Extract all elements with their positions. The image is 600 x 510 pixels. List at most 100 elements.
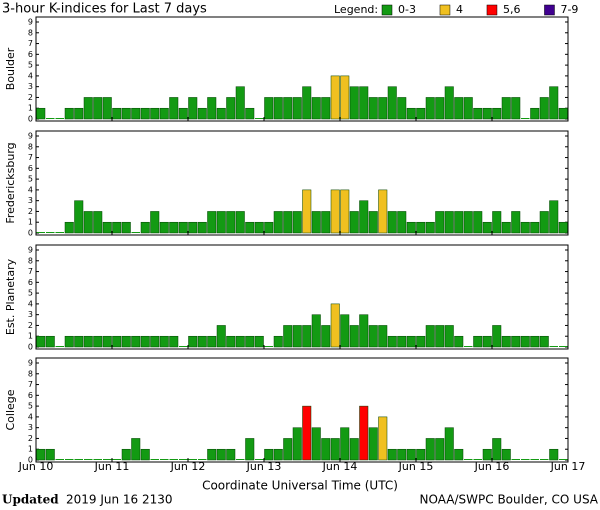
bar <box>292 427 302 461</box>
bar <box>74 459 83 460</box>
bar <box>501 448 511 461</box>
y-tick-label: 2 <box>28 321 33 330</box>
bar <box>340 75 350 120</box>
bar <box>416 335 426 348</box>
bar <box>121 448 131 461</box>
bar <box>150 211 160 234</box>
bar <box>302 405 312 461</box>
y-tick-label: 5 <box>28 175 33 184</box>
bar <box>473 459 482 460</box>
y-tick-label: 7 <box>28 153 33 162</box>
bar <box>197 335 207 348</box>
bar <box>245 221 255 234</box>
bar <box>45 335 55 348</box>
y-tick-label: 4 <box>28 412 33 421</box>
y-tick-label: 5 <box>28 61 33 70</box>
bar <box>226 335 236 348</box>
y-tick-label: 3 <box>28 196 33 205</box>
bar <box>255 118 264 119</box>
legend-swatch <box>486 4 498 16</box>
bar <box>397 448 407 461</box>
bar <box>169 221 179 234</box>
bar <box>482 448 492 461</box>
bar <box>121 221 131 234</box>
bar <box>530 107 540 120</box>
bar <box>406 335 416 348</box>
bar <box>349 86 359 120</box>
bar <box>150 107 160 120</box>
y-tick-label: 0 <box>28 456 33 465</box>
bar <box>112 459 121 460</box>
bar <box>140 107 150 120</box>
bar <box>178 107 188 120</box>
bar <box>397 211 407 234</box>
x-tick-label: Jun 11 <box>94 460 130 473</box>
bar <box>559 346 568 347</box>
bar <box>444 325 454 348</box>
x-tick-label: Jun 14 <box>322 460 358 473</box>
bar <box>482 107 492 120</box>
bar <box>159 335 169 348</box>
bar <box>46 232 55 233</box>
bar <box>216 325 226 348</box>
y-tick-label: 6 <box>28 391 33 400</box>
bar <box>245 107 255 120</box>
bar <box>273 211 283 234</box>
bar <box>321 97 331 120</box>
updated-time: 2019 Jun 16 2130 <box>66 493 173 507</box>
source: NOAA/SWPC Boulder, CO USA <box>420 493 599 507</box>
legend-swatch <box>381 4 393 16</box>
y-tick-label: 6 <box>28 164 33 173</box>
legend-label: 7-9 <box>560 3 578 16</box>
x-tick-label: Jun 13 <box>246 460 282 473</box>
y-tick-label: 3 <box>28 82 33 91</box>
bar <box>292 211 302 234</box>
bar <box>74 200 84 234</box>
bar <box>397 335 407 348</box>
bar <box>349 325 359 348</box>
bar <box>387 335 397 348</box>
bar <box>255 459 264 460</box>
bar <box>179 459 188 460</box>
bar <box>64 221 74 234</box>
bar <box>511 97 521 120</box>
bar <box>530 221 540 234</box>
panel-frame <box>35 130 569 236</box>
bar <box>454 335 464 348</box>
bar <box>340 427 350 461</box>
bar <box>302 325 312 348</box>
bar <box>121 107 131 120</box>
y-tick-label: 1 <box>28 104 33 113</box>
bar <box>330 303 340 348</box>
bar <box>65 459 74 460</box>
bar <box>140 448 150 461</box>
bar <box>150 459 159 460</box>
bar <box>103 459 112 460</box>
bar <box>378 97 388 120</box>
y-tick-label: 9 <box>28 18 33 27</box>
y-tick-label: 8 <box>28 28 33 37</box>
bar <box>93 459 102 460</box>
bar <box>93 335 103 348</box>
bar <box>83 335 93 348</box>
bar <box>521 459 530 460</box>
bar <box>501 221 511 234</box>
bar <box>55 232 64 233</box>
bar <box>302 86 312 120</box>
bar <box>311 211 321 234</box>
bar <box>463 211 473 234</box>
bar <box>74 107 84 120</box>
bar <box>55 346 64 347</box>
bar <box>511 459 520 460</box>
bar <box>387 211 397 234</box>
bar <box>425 97 435 120</box>
bar <box>216 107 226 120</box>
x-axis-label: Coordinate Universal Time (UTC) <box>202 479 398 493</box>
bar <box>511 211 521 234</box>
bar <box>539 97 549 120</box>
bar <box>283 211 293 234</box>
bar <box>245 335 255 348</box>
bar <box>198 459 207 460</box>
x-tick-label: Jun 15 <box>398 460 434 473</box>
